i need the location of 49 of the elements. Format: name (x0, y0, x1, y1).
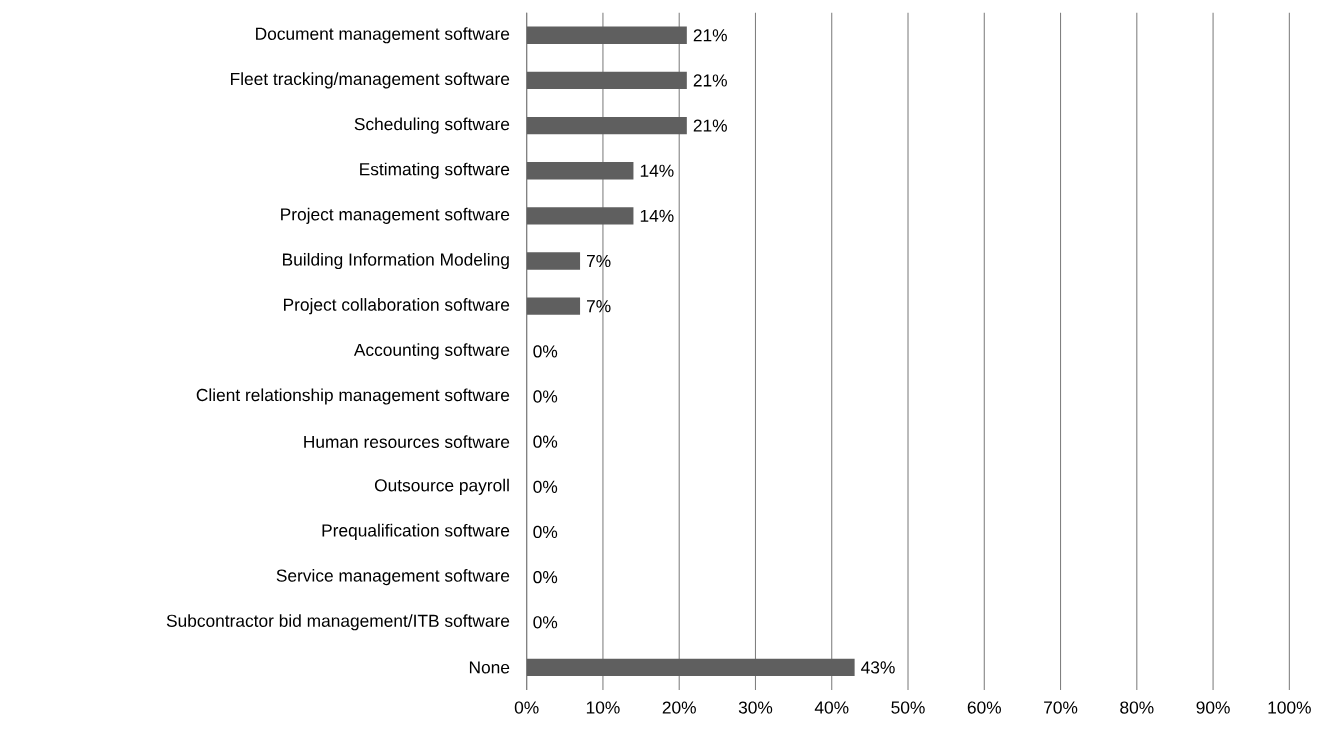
bar (526, 252, 581, 270)
y-tick-label: Building Information Modeling (283, 252, 509, 270)
data-label: 0% (533, 435, 558, 448)
x-tick-label: 50% (891, 701, 925, 714)
bar (526, 71, 687, 90)
x-tick-label: 70% (1044, 701, 1078, 714)
y-tick-label: Prequalification software (322, 523, 510, 541)
data-label: 0% (533, 570, 558, 584)
data-label: 0% (533, 480, 558, 493)
y-tick-label: Fleet tracking/management software (231, 72, 510, 89)
x-tick-label: 30% (738, 701, 773, 714)
data-label: 14% (640, 209, 674, 222)
y-tick-label: Human resources software (304, 435, 510, 448)
data-label: 21% (693, 74, 727, 87)
y-tick-label: Scheduling software (354, 117, 510, 134)
data-label: 21% (693, 29, 727, 42)
y-tick-label: Project management software (281, 207, 510, 224)
x-tick-label: 10% (586, 701, 620, 714)
y-tick-label: Project collaboration software (284, 298, 510, 315)
bar (526, 162, 634, 180)
y-tick-label: Document management software (256, 27, 510, 44)
data-label: 7% (587, 254, 611, 268)
y-tick-label: Service management software (276, 569, 510, 586)
y-tick-label: Client relationship management software (196, 388, 510, 405)
data-label: 0% (533, 525, 558, 539)
bar (526, 297, 581, 315)
x-tick-label: 40% (814, 701, 849, 714)
data-label: 14% (640, 164, 674, 177)
data-label: 0% (533, 616, 558, 629)
x-tick-label: 80% (1120, 701, 1154, 714)
x-tick-label: 60% (967, 701, 1002, 714)
y-tick-label: Outsource payroll (374, 478, 509, 495)
y-tick-label: Accounting software (353, 343, 510, 360)
data-label: 0% (533, 390, 558, 403)
y-tick-label: Subcontractor bid management/ITB software (166, 614, 510, 631)
data-label: 43% (861, 661, 895, 674)
bar (526, 658, 855, 677)
bar (526, 116, 687, 135)
x-tick-label: 0% (514, 701, 539, 714)
bar (526, 207, 634, 225)
y-tick-label: Estimating software (360, 162, 510, 179)
bar (526, 26, 687, 44)
x-tick-label: 100% (1268, 701, 1311, 714)
data-label: 0% (533, 345, 558, 358)
x-tick-label: 90% (1196, 701, 1230, 714)
y-tick-label: None (469, 661, 510, 674)
data-label: 21% (693, 119, 727, 132)
data-label: 7% (587, 300, 611, 313)
x-tick-label: 20% (662, 701, 696, 714)
